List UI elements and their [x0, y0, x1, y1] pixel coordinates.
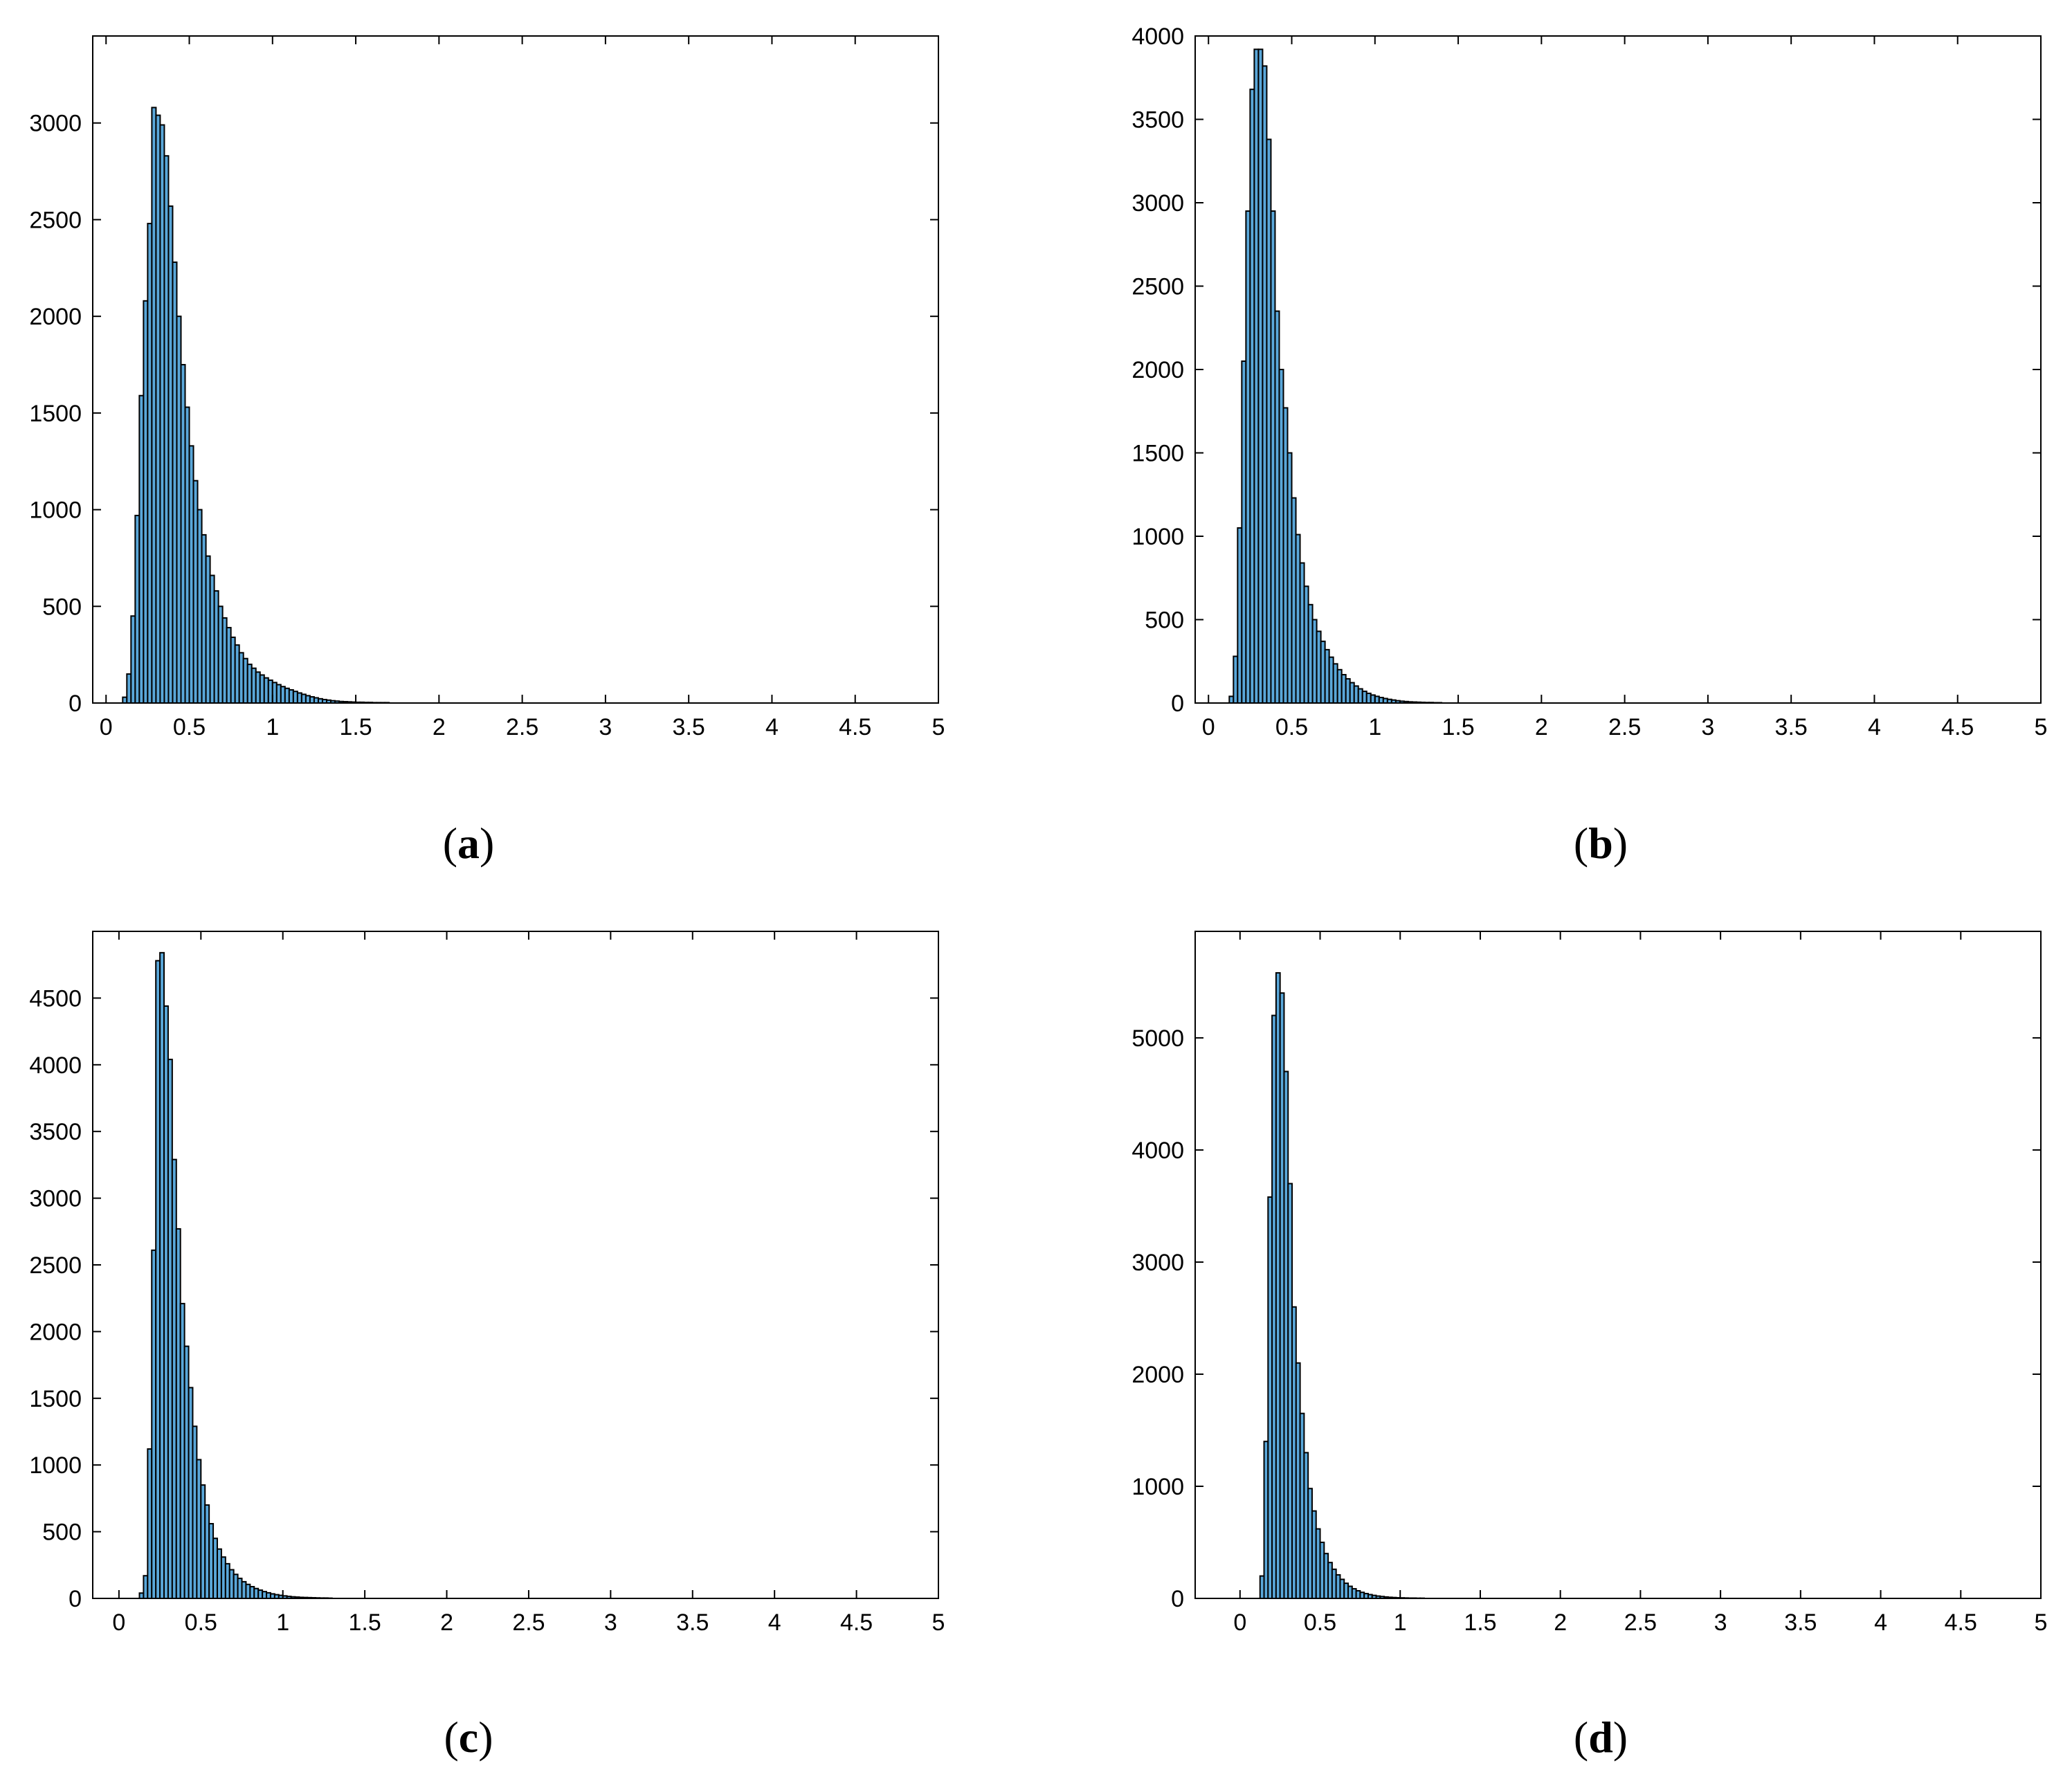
- y-tick-label: 2000: [29, 1319, 82, 1345]
- y-tick-label: 0: [69, 1586, 82, 1612]
- x-tick-label: 3.5: [1775, 714, 1808, 740]
- x-tick-label: 4: [1874, 1609, 1887, 1636]
- x-tick-label: 4.5: [1941, 714, 1974, 740]
- plot-area-frame: [1194, 35, 2042, 704]
- x-tick-label: 2.5: [512, 1609, 545, 1636]
- x-tick-label: 1.5: [348, 1609, 381, 1636]
- y-tick-label: 4000: [29, 1052, 82, 1079]
- plot-area-frame: [92, 931, 939, 1599]
- panel-caption: (c): [444, 1713, 493, 1762]
- x-tick-label: 2: [440, 1609, 453, 1636]
- x-tick-label: 4: [768, 1609, 781, 1636]
- x-tick-label: 2: [1554, 1609, 1567, 1636]
- y-tick-label: 2500: [29, 1252, 82, 1279]
- y-tick-label: 3000: [1132, 1250, 1184, 1276]
- histogram-panel-b: 0 0.5 1 1.5 2 2.5 3 3.5 4 4.5 5 0 500 1000 1500 2000 250…: [1132, 24, 2047, 868]
- plot-area-frame: [92, 35, 939, 704]
- x-tick-label: 4.5: [840, 1609, 873, 1636]
- panel-caption: (b): [1574, 819, 1628, 868]
- y-tick-label: 3000: [29, 111, 82, 137]
- x-tick-label: 5: [2035, 714, 2048, 740]
- x-tick-label: 1: [1394, 1609, 1407, 1636]
- panel-caption: (d): [1574, 1713, 1628, 1762]
- x-tick-label: 5: [932, 1609, 945, 1636]
- bar-series: [1228, 48, 1443, 704]
- plot-area-frame: [1194, 931, 2042, 1599]
- y-tick-label: 1000: [1132, 1474, 1184, 1500]
- panel-caption-letter: d: [1588, 1713, 1613, 1762]
- panel-caption-letter: c: [459, 1713, 478, 1762]
- y-tick-label: 2000: [29, 304, 82, 330]
- y-tick-label: 1500: [29, 1386, 82, 1412]
- x-tick-label: 0: [112, 1609, 125, 1636]
- x-tick-label: 5: [2035, 1609, 2048, 1636]
- x-tick-label: 4: [765, 714, 779, 740]
- x-tick-label: 2.5: [1608, 714, 1641, 740]
- x-tick-label: 1.5: [1442, 714, 1474, 740]
- y-tick-label: 1000: [29, 1452, 82, 1479]
- x-tick-label: 4: [1868, 714, 1881, 740]
- y-tick-label: 2500: [29, 207, 82, 233]
- y-tick-label: 1000: [29, 498, 82, 524]
- y-tick-label: 0: [1171, 691, 1184, 717]
- bar-series: [1259, 971, 1425, 1600]
- y-tick-label: 0: [69, 691, 82, 717]
- y-tick-label: 5000: [1132, 1025, 1184, 1052]
- y-tick-label: 4000: [1132, 24, 1184, 50]
- y-tick-label: 3000: [1132, 190, 1184, 217]
- x-tick-label: 0: [100, 714, 113, 740]
- x-tick-label: 3.5: [673, 714, 705, 740]
- y-tick-label: 500: [1145, 608, 1184, 634]
- x-tick-label: 0.5: [173, 714, 206, 740]
- y-tick-label: 1000: [1132, 524, 1184, 550]
- y-tick-label: 3000: [29, 1186, 82, 1212]
- x-tick-label: 1.5: [339, 714, 372, 740]
- x-tick-label: 1: [266, 714, 279, 740]
- y-tick-label: 500: [42, 594, 82, 620]
- x-tick-label: 2: [433, 714, 446, 740]
- x-tick-label: 3.5: [676, 1609, 709, 1636]
- y-tick-label: 2500: [1132, 274, 1184, 300]
- y-tick-label: 500: [42, 1520, 82, 1546]
- bar-series: [122, 107, 390, 704]
- y-tick-label: 4000: [1132, 1138, 1184, 1164]
- x-tick-label: 3: [1701, 714, 1714, 740]
- y-tick-label: 4500: [29, 985, 82, 1012]
- x-tick-label: 2.5: [506, 714, 538, 740]
- y-tick-label: 3500: [1132, 107, 1184, 134]
- x-tick-label: 1.5: [1464, 1609, 1496, 1636]
- bar-series: [138, 951, 333, 1600]
- panel-caption-letter: b: [1588, 819, 1613, 868]
- x-tick-label: 3: [1714, 1609, 1727, 1636]
- y-tick-label: 2000: [1132, 1362, 1184, 1388]
- panel-caption: (a): [443, 819, 495, 868]
- x-tick-label: 4.5: [1945, 1609, 1977, 1636]
- histogram-bar: [384, 702, 390, 704]
- x-tick-label: 1: [1368, 714, 1381, 740]
- x-tick-label: 2: [1535, 714, 1548, 740]
- panel-caption-letter: a: [457, 819, 480, 868]
- y-tick-label: 0: [1171, 1586, 1184, 1612]
- x-tick-label: 1: [276, 1609, 289, 1636]
- x-tick-label: 0.5: [185, 1609, 217, 1636]
- y-tick-label: 1500: [1132, 441, 1184, 467]
- y-tick-label: 3500: [29, 1119, 82, 1145]
- x-tick-label: 2.5: [1624, 1609, 1657, 1636]
- x-tick-label: 0.5: [1275, 714, 1308, 740]
- y-tick-label: 2000: [1132, 357, 1184, 383]
- x-tick-label: 0: [1202, 714, 1215, 740]
- x-tick-label: 4.5: [839, 714, 871, 740]
- histogram-panel-c: 0 0.5 1 1.5 2 2.5 3 3.5 4 4.5 5 0 500 1000 1500 2000 250…: [29, 931, 945, 1762]
- x-tick-label: 3: [599, 714, 612, 740]
- x-tick-label: 3.5: [1784, 1609, 1817, 1636]
- x-tick-label: 0.5: [1304, 1609, 1336, 1636]
- histogram-panel-d: 0 0.5 1 1.5 2 2.5 3 3.5 4 4.5 5 0 1000 2000 3000 4000 50…: [1132, 931, 2047, 1762]
- x-tick-label: 0: [1233, 1609, 1246, 1636]
- y-tick-label: 1500: [29, 401, 82, 427]
- x-tick-label: 5: [932, 714, 945, 740]
- histogram-panel-a: 0 0.5 1 1.5 2 2.5 3 3.5 4 4.5 5 0 500 1000 1500 2000 250…: [29, 35, 945, 868]
- x-tick-label: 3: [604, 1609, 617, 1636]
